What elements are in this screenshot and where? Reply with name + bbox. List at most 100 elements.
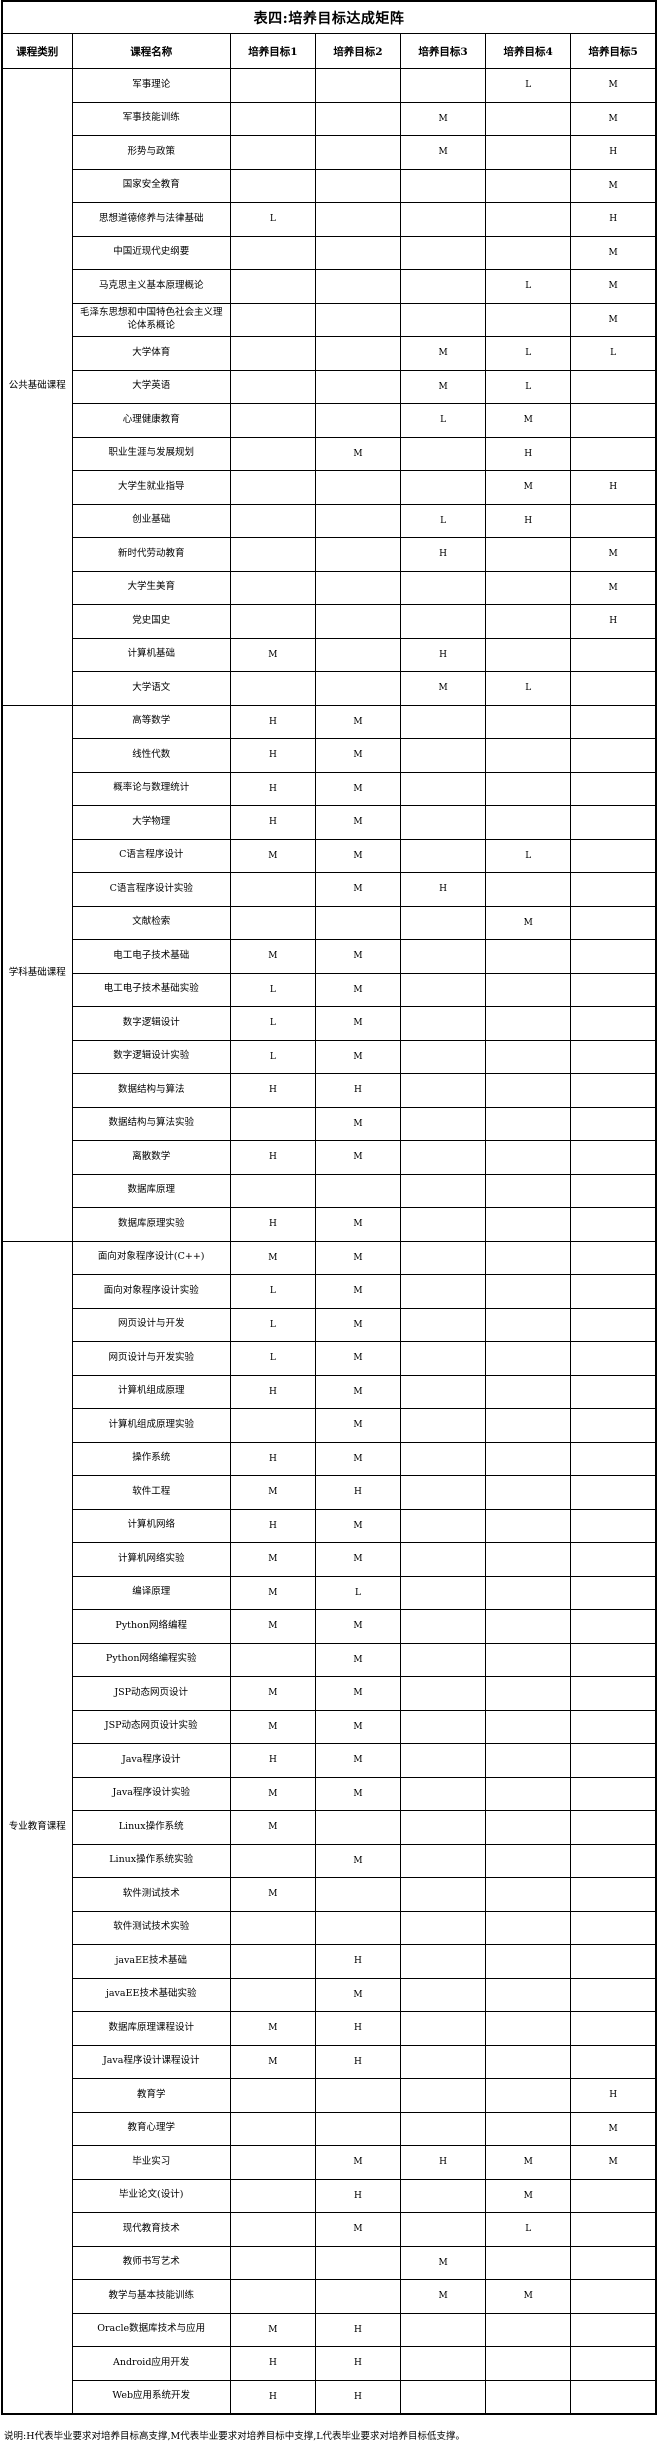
goal-cell: [570, 2312, 657, 2347]
table-row: 公共基础课程 军事理论 L M: [1, 68, 657, 706]
goal-cell: [485, 1408, 572, 1443]
goal-cell: [485, 2312, 572, 2347]
goal-cell: [400, 1776, 487, 1811]
goal-cell: H: [400, 537, 487, 572]
goal-cell: [570, 905, 657, 940]
goal-cell: M: [485, 2178, 572, 2213]
course-name-cell: Web应用系统开发: [71, 2379, 231, 2415]
goal-cell: M: [314, 1374, 402, 1409]
course-name-cell: 数据库原理: [71, 1173, 231, 1208]
table-row: 操作系统 H M: [2, 1441, 657, 1476]
course-name-cell: 计算机网络实验: [71, 1542, 231, 1577]
goal-cell: [570, 1475, 657, 1510]
goal-cell: [485, 1743, 572, 1778]
goal-cell: [485, 570, 572, 605]
goal-cell: [229, 905, 316, 940]
table-row: 毕业实习 M H M M: [2, 2145, 657, 2180]
goal-cell: M: [314, 1006, 402, 1041]
goal-cell: [570, 1877, 657, 1912]
table-row: 软件工程 M H: [2, 1475, 657, 1510]
goal-cell: M: [400, 2279, 487, 2314]
goal-cell: [485, 235, 572, 270]
goal-cell: [570, 1910, 657, 1945]
goal-cell: [570, 2178, 657, 2213]
page-title: 表四:培养目标达成矩阵: [1, 0, 657, 34]
table-row: 文献检索 M: [2, 905, 657, 940]
goal-cell: [400, 2312, 487, 2347]
table-row: 教师书写艺术 M: [2, 2245, 657, 2280]
table-row: 编译原理 M L: [2, 1575, 657, 1610]
goal-cell: [485, 1274, 572, 1309]
table-body: 公共基础课程 军事理论 L M 军事技能训练 M M 形势与政策 M H 国家安全教育 M 思想道德修养…: [1, 68, 657, 2415]
title-row: 表四:培养目标达成矩阵: [1, 0, 657, 34]
table-row: 马克思主义基本原理概论 L M: [2, 269, 657, 304]
goal-cell: [570, 671, 657, 706]
course-name-cell: 计算机基础: [71, 637, 231, 672]
goal-cell: [400, 1006, 487, 1041]
goal-cell: H: [570, 470, 657, 505]
goal-cell: L: [485, 336, 572, 371]
goal-cell: [485, 2379, 572, 2415]
goal-cell: M: [229, 1776, 316, 1811]
goal-cell: H: [229, 1508, 316, 1543]
goal-cell: M: [400, 135, 487, 170]
goal-cell: L: [229, 1039, 316, 1074]
goal-cell: L: [229, 1006, 316, 1041]
goal-cell: M: [314, 1743, 402, 1778]
goal-cell: L: [229, 1274, 316, 1309]
goal-cell: H: [314, 2011, 402, 2046]
table-row: 数据库原理实验 H M: [2, 1207, 657, 1242]
goal-cell: M: [314, 1542, 402, 1577]
goal-cell: [314, 470, 402, 505]
table-row: 大学物理 H M: [2, 805, 657, 840]
table-row: 毛泽东思想和中国特色社会主义理论体系概论 M: [2, 302, 657, 337]
goal-cell: [229, 369, 316, 404]
goal-cell: H: [229, 2379, 316, 2415]
goal-cell: [570, 838, 657, 873]
goal-cell: [400, 939, 487, 974]
course-name-cell: 计算机组成原理实验: [71, 1408, 231, 1443]
goal-cell: H: [229, 1140, 316, 1175]
goal-cell: M: [570, 101, 657, 136]
category-cell: 专业教育课程: [1, 1240, 73, 2415]
category-cell: 学科基础课程: [1, 704, 73, 1242]
goal-cell: [229, 2245, 316, 2280]
goal-cell: [314, 2111, 402, 2146]
column-header: 课程类别: [1, 33, 73, 69]
goal-cell: [314, 68, 402, 103]
table-row: 线性代数 H M: [2, 738, 657, 773]
goal-cell: [485, 1140, 572, 1175]
course-name-cell: 数据库原理实验: [71, 1207, 231, 1242]
goal-cell: L: [485, 671, 572, 706]
goal-cell: H: [229, 704, 316, 739]
goal-cell: M: [229, 1676, 316, 1711]
goal-cell: [485, 2245, 572, 2280]
goal-cell: [229, 2078, 316, 2113]
goal-cell: [314, 1810, 402, 1845]
course-name-cell: 大学物理: [71, 805, 231, 840]
goal-cell: [485, 1642, 572, 1677]
goal-cell: M: [570, 537, 657, 572]
goal-cell: M: [485, 470, 572, 505]
course-name-cell: 线性代数: [71, 738, 231, 773]
goal-cell: [229, 570, 316, 605]
goal-cell: [229, 135, 316, 170]
goal-cell: M: [400, 336, 487, 371]
course-name-cell: 教学与基本技能训练: [71, 2279, 231, 2314]
course-name-cell: 文献检索: [71, 905, 231, 940]
goal-cell: [570, 1441, 657, 1476]
table-row: 网页设计与开发实验 L M: [2, 1341, 657, 1376]
goal-cell: [400, 604, 487, 639]
goal-cell: M: [314, 1408, 402, 1443]
goal-cell: M: [229, 1609, 316, 1644]
goal-cell: L: [485, 2212, 572, 2247]
table-row: 教学与基本技能训练 M M: [2, 2279, 657, 2314]
table-row: 教育学 H: [2, 2078, 657, 2113]
goal-cell: M: [229, 1475, 316, 1510]
table-row: Linux操作系统 M: [2, 1810, 657, 1845]
goal-cell: [485, 1508, 572, 1543]
course-name-cell: 毕业论文(设计): [71, 2178, 231, 2213]
goal-cell: M: [229, 1877, 316, 1912]
goal-cell: [400, 2111, 487, 2146]
goal-cell: M: [229, 1575, 316, 1610]
